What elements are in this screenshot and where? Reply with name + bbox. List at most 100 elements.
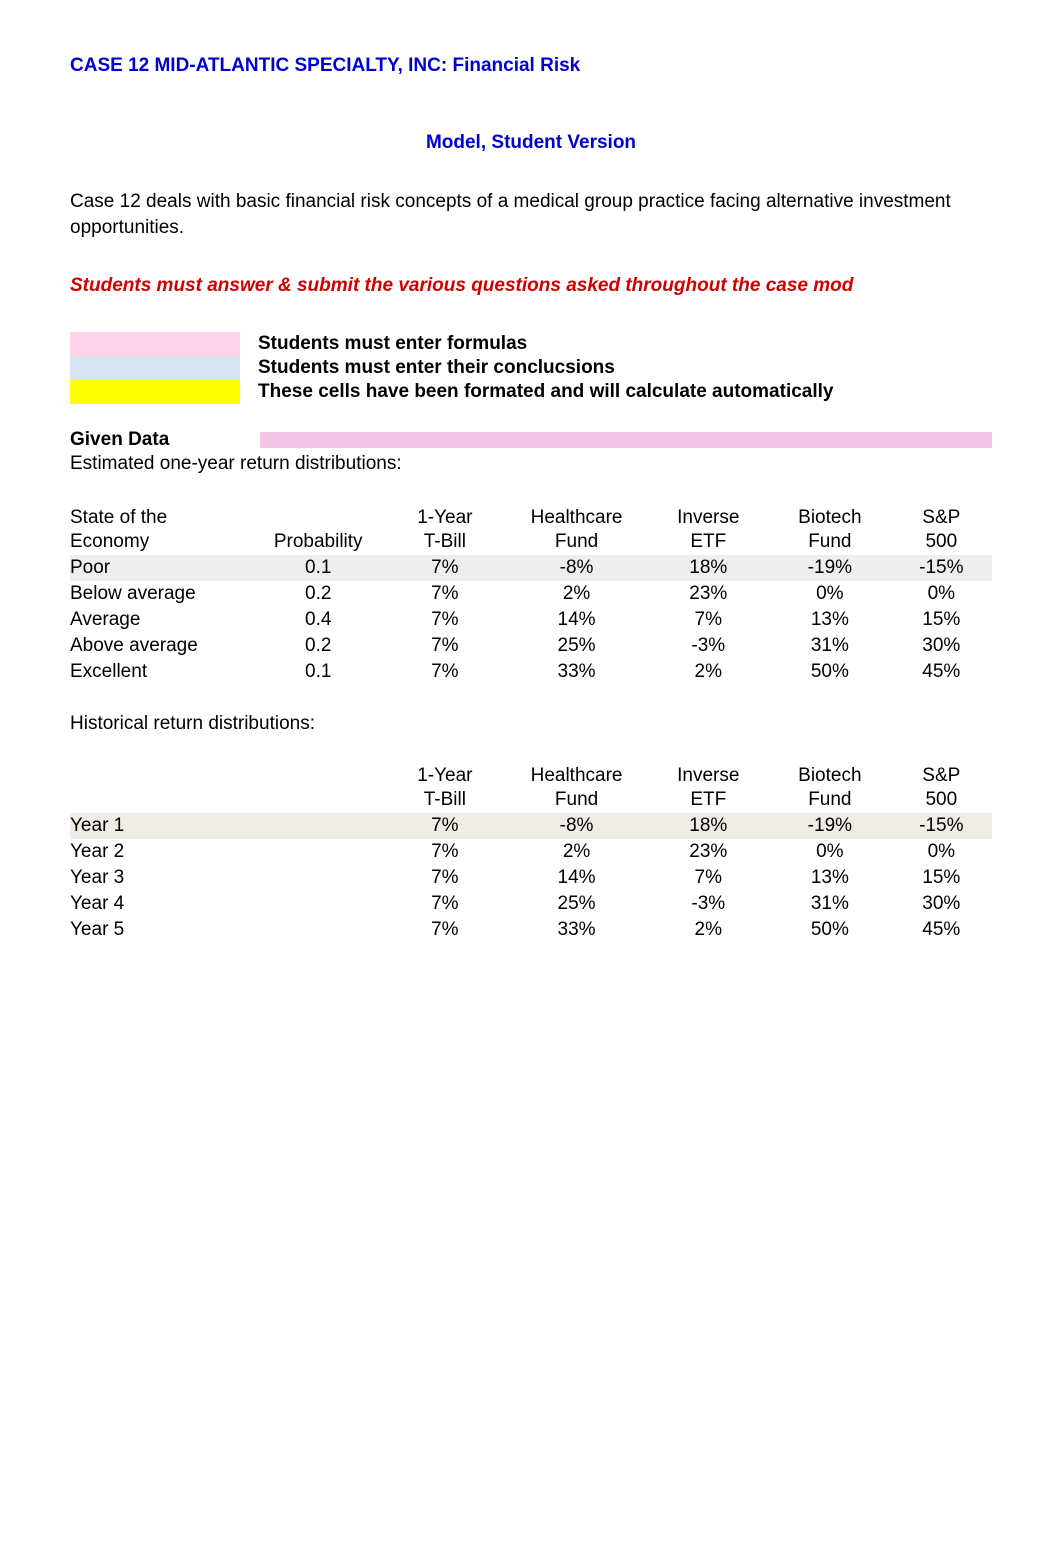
tbill-cell: 7%	[384, 581, 506, 607]
inv-cell: 7%	[647, 865, 769, 891]
sp-cell: 15%	[891, 607, 992, 633]
given-data-sub: Estimated one-year return distributions:	[70, 453, 992, 475]
hc-cell: 14%	[506, 607, 648, 633]
table-header-bot: Economy Probability T-Bill Fund ETF Fund…	[70, 529, 992, 555]
prob-cell: 0.2	[252, 633, 384, 659]
table-row: Year 37%14%7%13%15%	[70, 865, 992, 891]
historical-label: Historical return distributions:	[70, 713, 992, 735]
bio-cell: 13%	[769, 607, 891, 633]
hh-bio: Biotech	[769, 763, 891, 787]
sp-cell: -15%	[891, 555, 992, 581]
table-row: Below average0.27%2%23%0%0%	[70, 581, 992, 607]
state-label: Excellent	[70, 659, 252, 685]
sp-cell: 45%	[891, 659, 992, 685]
tbill-cell: 7%	[384, 555, 506, 581]
state-label: Average	[70, 607, 252, 633]
legend: Students must enter formulas Students mu…	[70, 332, 992, 404]
hh2-etf: ETF	[647, 787, 769, 813]
bio-cell: 50%	[769, 917, 891, 943]
swatch-blue	[70, 356, 240, 380]
hist-header-bot: T-Bill Fund ETF Fund 500	[70, 787, 992, 813]
inv-cell: -3%	[647, 633, 769, 659]
bio-cell: 50%	[769, 659, 891, 685]
table-row: Year 47%25%-3%31%30%	[70, 891, 992, 917]
hh2-tbill: T-Bill	[384, 787, 506, 813]
table-header-top: State of the 1-Year Healthcare Inverse B…	[70, 505, 992, 529]
prob-cell: 0.1	[252, 659, 384, 685]
hist-header-top: 1-Year Healthcare Inverse Biotech S&P	[70, 763, 992, 787]
swatch-pink	[70, 332, 240, 356]
tbill-cell: 7%	[384, 633, 506, 659]
blank-cell	[252, 813, 384, 839]
sp-cell: 30%	[891, 633, 992, 659]
hc-cell: -8%	[506, 813, 648, 839]
year-label: Year 2	[70, 839, 252, 865]
year-label: Year 4	[70, 891, 252, 917]
table-row: Year 5 7%33%2%50%45%	[70, 917, 992, 943]
bio-cell: 31%	[769, 633, 891, 659]
blank-cell	[252, 891, 384, 917]
hc-cell: 25%	[506, 891, 648, 917]
hh-inv: Inverse	[647, 763, 769, 787]
state-label: Below average	[70, 581, 252, 607]
hc-cell: -8%	[506, 555, 648, 581]
hdr-500: 500	[891, 529, 992, 555]
tbill-cell: 7%	[384, 813, 506, 839]
hdr-inv: Inverse	[647, 505, 769, 529]
tbill-cell: 7%	[384, 865, 506, 891]
table-row: Excellent0.17%33%2%50%45%	[70, 659, 992, 685]
sp-cell: 45%	[891, 917, 992, 943]
blank-cell	[252, 839, 384, 865]
submit-note: Students must answer & submit the variou…	[70, 275, 992, 297]
inv-cell: 23%	[647, 581, 769, 607]
hdr-prob: Probability	[252, 529, 384, 555]
hdr-hc: Healthcare	[506, 505, 648, 529]
table-row: Year 27%2%23%0%0%	[70, 839, 992, 865]
year-label: Year 1	[70, 813, 252, 839]
hc-cell: 2%	[506, 839, 648, 865]
hdr-sp: S&P	[891, 505, 992, 529]
legend-text-pink: Students must enter formulas	[258, 333, 527, 355]
legend-text-yellow: These cells have been formated and will …	[258, 381, 834, 403]
hh2-blank2	[252, 787, 384, 813]
blank-cell	[252, 917, 384, 943]
hdr-bio: Biotech	[769, 505, 891, 529]
legend-row-blue: Students must enter their conclucsions	[70, 356, 992, 380]
intro-text: Case 12 deals with basic financial risk …	[70, 189, 992, 240]
hc-cell: 14%	[506, 865, 648, 891]
sp-cell: 30%	[891, 891, 992, 917]
tbill-cell: 7%	[384, 917, 506, 943]
hdr-etf: ETF	[647, 529, 769, 555]
legend-row-pink: Students must enter formulas	[70, 332, 992, 356]
legend-text-blue: Students must enter their conclucsions	[258, 357, 615, 379]
tbill-cell: 7%	[384, 839, 506, 865]
bio-cell: -19%	[769, 813, 891, 839]
given-data-wrap: Given Data	[70, 429, 992, 451]
year-label: Year 3	[70, 865, 252, 891]
legend-row-yellow: These cells have been formated and will …	[70, 380, 992, 404]
hdr-1year: 1-Year	[384, 505, 506, 529]
sp-cell: 0%	[891, 839, 992, 865]
state-label: Poor	[70, 555, 252, 581]
hh-sp: S&P	[891, 763, 992, 787]
hh2-500: 500	[891, 787, 992, 813]
inv-cell: 2%	[647, 917, 769, 943]
tbill-cell: 7%	[384, 891, 506, 917]
hc-cell: 25%	[506, 633, 648, 659]
hh-blank2	[252, 763, 384, 787]
bio-cell: -19%	[769, 555, 891, 581]
tbill-cell: 7%	[384, 607, 506, 633]
state-label: Above average	[70, 633, 252, 659]
year-label: Year 5	[70, 917, 252, 943]
hc-cell: 33%	[506, 917, 648, 943]
table-row: Year 17%-8%18%-19%-15%	[70, 813, 992, 839]
tbill-cell: 7%	[384, 659, 506, 685]
inv-cell: 2%	[647, 659, 769, 685]
hdr-fund: Fund	[506, 529, 648, 555]
bio-cell: 0%	[769, 839, 891, 865]
hh-1year: 1-Year	[384, 763, 506, 787]
prob-cell: 0.1	[252, 555, 384, 581]
bio-cell: 0%	[769, 581, 891, 607]
inv-cell: 7%	[647, 607, 769, 633]
hh-hc: Healthcare	[506, 763, 648, 787]
